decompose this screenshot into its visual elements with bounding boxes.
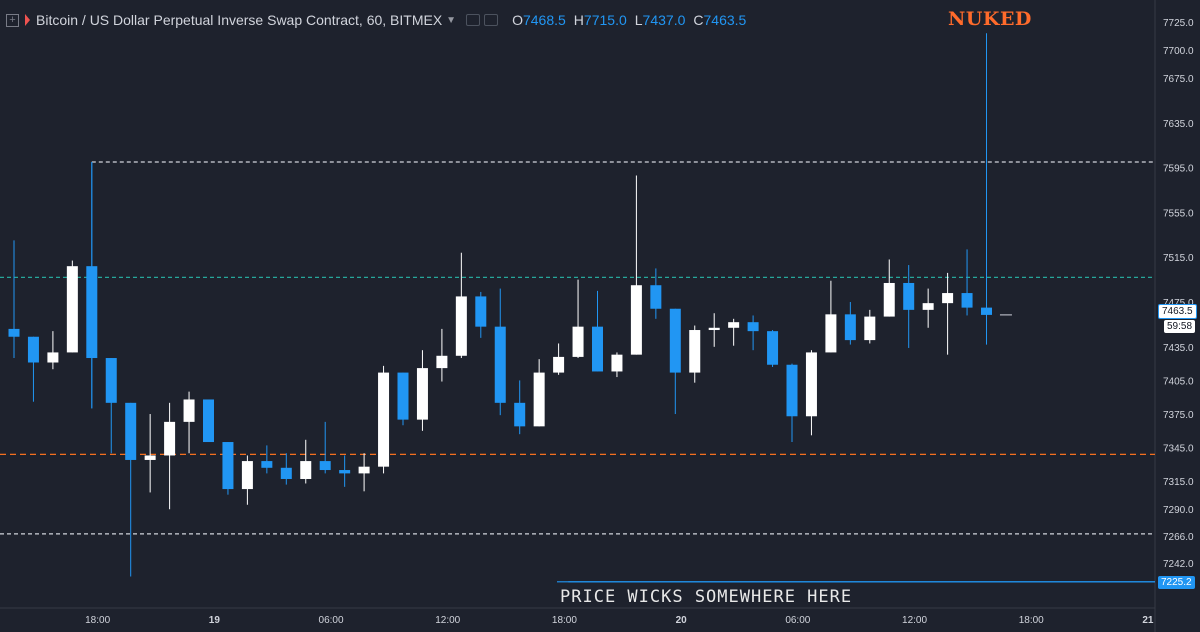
candle-body-39	[767, 331, 779, 365]
x-tick-label-1: 19	[209, 615, 221, 626]
x-tick-label-7: 12:00	[902, 615, 927, 626]
candle-body-46	[903, 282, 915, 310]
candle-body-40	[786, 364, 798, 417]
expand-icon[interactable]: +	[6, 13, 19, 27]
candle-body-3	[66, 266, 78, 353]
candle-body-23	[455, 296, 467, 356]
candle-body-26	[514, 402, 526, 427]
y-tick-label-15: 7242.0	[1163, 559, 1194, 570]
candle-body-11	[222, 442, 234, 490]
y-tick-label-3: 7635.0	[1163, 119, 1194, 130]
y-tick-label-6: 7515.0	[1163, 253, 1194, 264]
exchange-flag-icon	[25, 14, 30, 26]
candle-body-50	[981, 307, 992, 315]
candle-body-29	[572, 326, 584, 357]
ohlc-close: C7463.5	[693, 12, 747, 28]
candle-body-38	[747, 322, 759, 332]
price-wicks-annotation: PRICE WICKS SOMEWHERE HERE	[560, 587, 853, 607]
candle-body-48	[942, 293, 954, 304]
candle-body-14	[280, 467, 292, 479]
candle-body-28	[553, 356, 565, 373]
candle-body-4	[86, 266, 98, 359]
candle-body-13	[261, 461, 273, 468]
candle-body-47	[922, 303, 934, 310]
candle-body-36	[708, 327, 720, 331]
y-tick-label-0: 7725.0	[1163, 18, 1194, 29]
x-tick-label-2: 06:00	[319, 615, 344, 626]
y-tick-label-11: 7345.0	[1163, 444, 1194, 455]
candle-body-27	[533, 372, 545, 427]
settings-icon[interactable]	[484, 14, 499, 26]
y-tick-label-5: 7555.0	[1163, 208, 1194, 219]
candle-body-34	[669, 308, 681, 373]
y-tick-label-7: 7475.0	[1163, 298, 1194, 309]
candle-body-41	[805, 352, 817, 417]
candle-body-7	[144, 455, 156, 460]
x-tick-label-8: 18:00	[1019, 615, 1044, 626]
candle-body-12	[241, 461, 253, 490]
candle-body-0	[8, 328, 20, 337]
candle-body-9	[183, 399, 195, 422]
candle-body-43	[844, 314, 856, 341]
y-tick-label-2: 7675.0	[1163, 74, 1194, 85]
candle-body-5	[105, 358, 117, 403]
symbol-title[interactable]: Bitcoin / US Dollar Perpetual Inverse Sw…	[36, 12, 443, 28]
x-tick-label-5: 20	[676, 615, 688, 626]
x-tick-label-0: 18:00	[85, 615, 110, 626]
y-tick-label-14: 7266.0	[1163, 532, 1194, 543]
y-tick-label-10: 7375.0	[1163, 410, 1194, 421]
ohlc-high: H7715.0	[573, 12, 627, 28]
y-tick-label-9: 7405.0	[1163, 376, 1194, 387]
line-price-label: 7225.2	[1158, 576, 1195, 589]
y-tick-label-1: 7700.0	[1163, 46, 1194, 57]
candle-body-22	[436, 355, 448, 369]
candle-body-31	[611, 354, 623, 372]
candle-body-33	[650, 285, 662, 309]
candle-body-24	[475, 296, 487, 327]
current-price-label: 7463.5	[1158, 304, 1197, 319]
candle-body-16	[319, 461, 331, 471]
candle-body-32	[630, 285, 642, 355]
x-tick-label-6: 06:00	[785, 615, 810, 626]
chart-header: + Bitcoin / US Dollar Perpetual Inverse …	[0, 0, 1155, 40]
candle-body-6	[125, 402, 137, 460]
countdown-label: 59:58	[1164, 320, 1196, 333]
candle-body-17	[339, 470, 351, 474]
candle-body-37	[728, 322, 740, 328]
ohlc-low: L7437.0	[634, 12, 686, 28]
candle-body-30	[592, 326, 603, 372]
x-tick-label-9: 21	[1142, 615, 1154, 626]
x-tick-label-3: 12:00	[435, 615, 460, 626]
candle-body-45	[883, 282, 895, 317]
candle-body-42	[825, 314, 837, 353]
candle-body-49	[961, 293, 973, 308]
candle-body-2	[47, 352, 59, 363]
y-tick-label-8: 7435.0	[1163, 343, 1194, 354]
candle-body-19	[378, 372, 390, 467]
candle-body-1	[27, 336, 39, 363]
x-tick-label-4: 18:00	[552, 615, 577, 626]
candle-body-8	[164, 421, 176, 456]
candle-body-25	[494, 326, 506, 403]
y-tick-label-4: 7595.0	[1163, 164, 1194, 175]
candle-body-21	[416, 368, 428, 420]
candle-body-15	[300, 461, 312, 479]
candle-body-44	[864, 316, 876, 341]
candle-body-35	[689, 330, 701, 373]
candle-body-20	[397, 372, 409, 420]
y-tick-label-12: 7315.0	[1163, 477, 1194, 488]
visibility-icon[interactable]	[466, 14, 481, 26]
nuked-annotation: NUKED	[948, 8, 1032, 30]
chevron-down-icon[interactable]: ▼	[446, 14, 457, 26]
ohlc-open: O7468.5	[512, 12, 566, 28]
candle-body-10	[203, 399, 214, 443]
y-tick-label-13: 7290.0	[1163, 505, 1194, 516]
ohlc-values: O7468.5 H7715.0 L7437.0 C7463.5	[512, 12, 746, 28]
candle-body-18	[358, 466, 370, 474]
